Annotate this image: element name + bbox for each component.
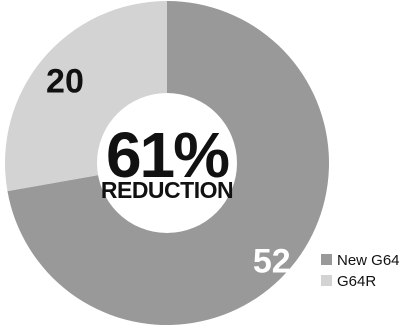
legend-swatch-g64r (321, 275, 332, 286)
slice-label-group: 52 20 (46, 63, 291, 281)
center-caption: REDUCTION (101, 177, 233, 203)
slice-value-new-g64: 52 (253, 242, 291, 280)
legend-label-new-g64: New G64 (337, 252, 400, 269)
legend: New G64 G64R (321, 252, 400, 290)
slice-value-g64r: 20 (46, 63, 84, 101)
legend-swatch-new-g64 (321, 254, 332, 265)
center-percentage: 61% (106, 119, 229, 191)
donut-hole (97, 93, 237, 233)
legend-label-g64r: G64R (337, 273, 376, 290)
